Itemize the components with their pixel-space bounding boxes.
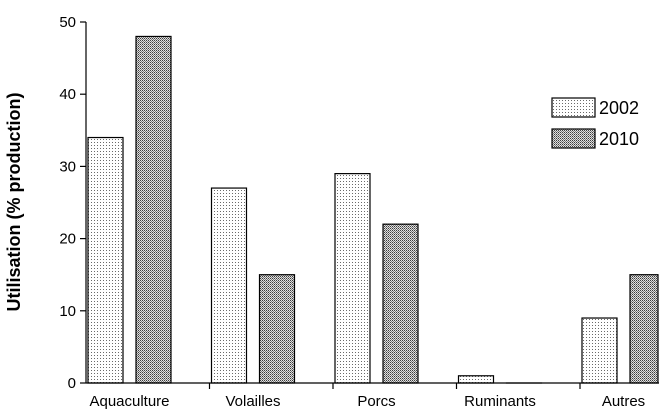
legend-label-2002: 2002	[599, 98, 639, 118]
y-axis: 0 10 20 30 40 50	[59, 14, 87, 392]
y-tick-label: 40	[59, 86, 76, 103]
y-tick-label: 20	[59, 231, 76, 248]
y-tick-label: 30	[59, 158, 76, 175]
y-axis-title: Utilisation (% production)	[4, 93, 24, 312]
bar-2010-autres	[629, 274, 659, 384]
bars	[87, 35, 659, 384]
bar-2010-aquaculture	[135, 35, 172, 384]
x-category-label: Ruminants	[464, 393, 536, 410]
bar-2010-porcs	[382, 223, 419, 384]
bar-2002-autres	[581, 317, 618, 384]
legend-label-2010: 2010	[599, 129, 639, 149]
bar-2010-volailles	[258, 274, 296, 384]
y-tick-label: 50	[59, 14, 76, 31]
bar-2002-volailles	[210, 187, 248, 384]
bar-2002-aquaculture	[87, 136, 124, 384]
legend: 2002 2010	[551, 97, 639, 149]
x-category-label: Volailles	[225, 393, 280, 410]
bar-2002-porcs	[334, 173, 371, 384]
x-category-label: Porcs	[357, 393, 395, 410]
x-axis: Aquaculture Volailles Porcs Ruminants Autres	[86, 382, 659, 410]
legend-swatch-2002	[551, 97, 596, 118]
x-category-label: Autres	[602, 393, 645, 410]
y-tick-label: 10	[59, 303, 76, 320]
bar-2002-ruminants	[457, 375, 495, 384]
y-tick-label: 0	[68, 375, 76, 392]
legend-swatch-2010	[551, 128, 596, 149]
x-category-label: Aquaculture	[89, 393, 169, 410]
